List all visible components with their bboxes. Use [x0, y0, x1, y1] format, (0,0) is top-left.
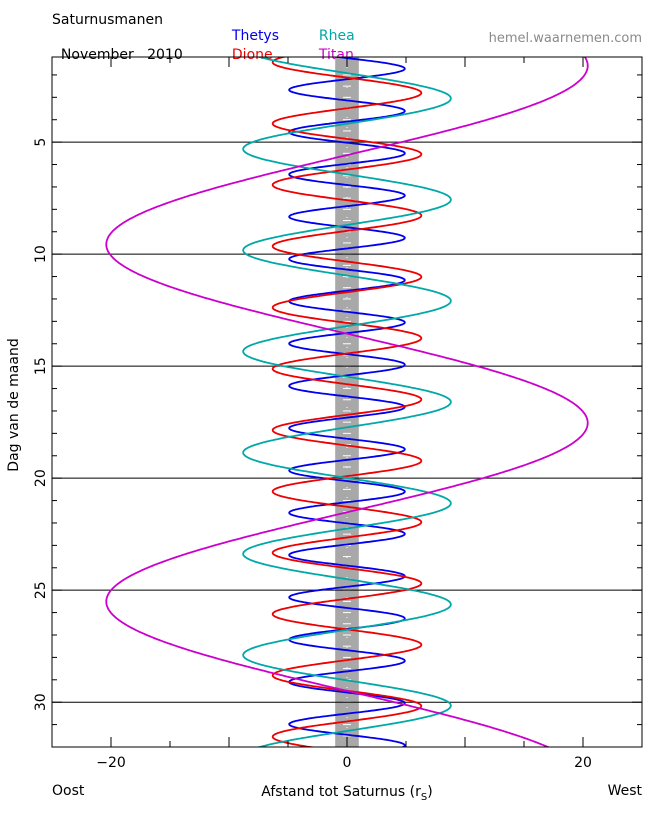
x-tick-label: −20	[96, 755, 126, 771]
website-label: hemel.waarnemen.com	[488, 31, 642, 46]
series-line-rhea	[242, 57, 452, 747]
saturn-band	[335, 57, 359, 747]
month-label: November	[60, 47, 134, 63]
series-line-thetys	[288, 57, 406, 747]
y-tick-label: 25	[33, 581, 49, 599]
legend-dione: Dione	[223, 31, 273, 63]
y-axis-title: Dag van de maand	[6, 338, 22, 471]
east-label: Oost	[52, 783, 85, 799]
y-tick-label: 30	[33, 693, 49, 711]
y-tick-label: 15	[33, 357, 49, 375]
y-tick-label: 5	[33, 138, 49, 147]
series-line-dione	[271, 57, 423, 747]
legend-thetys: Thetys	[223, 12, 279, 44]
legend-label-dione: Dione	[231, 47, 273, 63]
y-tick-label: 10	[33, 245, 49, 263]
series-line-titan	[105, 57, 589, 747]
year-label: 2010	[147, 47, 183, 63]
x-axis-title: Afstand tot Saturnus (rS)	[261, 784, 432, 803]
legend-label-rhea: Rhea	[318, 28, 355, 44]
chart-title: Saturnusmanen	[52, 12, 163, 28]
chart-date: November 2010	[52, 31, 183, 63]
legend-label-thetys: Thetys	[231, 28, 280, 44]
west-label: West	[607, 783, 642, 799]
y-tick-label: 20	[33, 469, 49, 487]
x-tick-label: 0	[343, 755, 352, 771]
legend-rhea: Rhea	[310, 12, 355, 44]
x-tick-label: 20	[574, 755, 592, 771]
